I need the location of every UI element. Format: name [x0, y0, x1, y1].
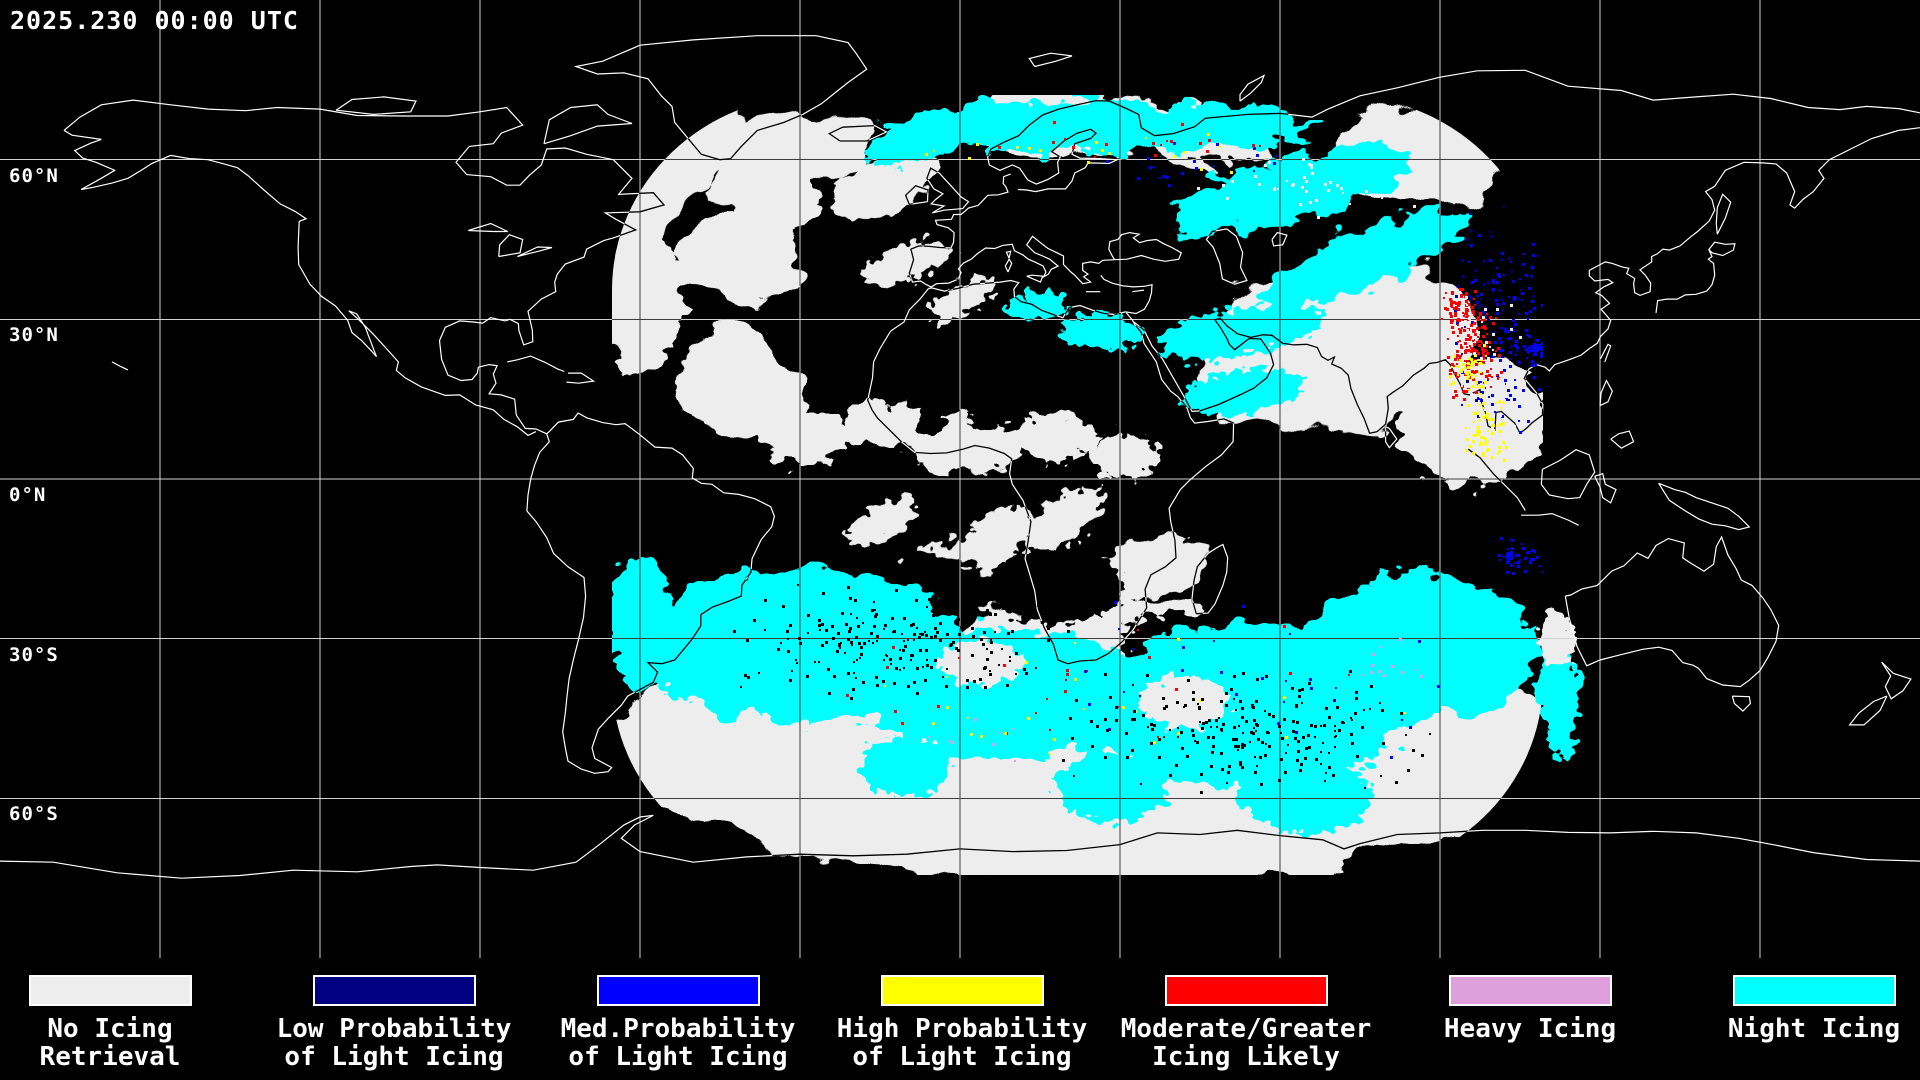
legend-item-high-prob-light-icing: High Probability of Light Icing [822, 958, 1102, 1071]
legend-label: Med.Probability of Light Icing [560, 1014, 796, 1072]
legend-item-med-prob-light-icing: Med.Probability of Light Icing [538, 958, 818, 1071]
map-frame: 2025.230 00:00 UTC 60°N 30°N 0°N 30°S 60°S [0, 0, 1920, 958]
legend-swatch [596, 975, 760, 1006]
legend-swatch [1448, 975, 1612, 1006]
legend-swatch [312, 975, 476, 1006]
legend-item-night-icing: Night Icing [1674, 958, 1920, 1043]
legend-swatch [1164, 975, 1328, 1006]
legend-item-no-icing-retrieval: No Icing Retrieval [0, 958, 250, 1071]
latitude-label: 0°N [9, 484, 47, 506]
legend-swatch [1732, 975, 1896, 1006]
legend-label: Moderate/Greater Icing Likely [1120, 1014, 1372, 1072]
timestamp-label: 2025.230 00:00 UTC [10, 6, 299, 35]
latitude-label: 60°S [9, 803, 59, 826]
legend: No Icing Retrieval Low Probability of Lig… [0, 958, 1920, 1080]
latitude-label: 30°N [9, 324, 59, 347]
satellite-data-edge-bits [1536, 612, 1580, 760]
legend-label: Heavy Icing [1443, 1014, 1617, 1044]
legend-label: Night Icing [1727, 1014, 1901, 1044]
terminator-speckles [733, 121, 1543, 794]
legend-swatch [880, 975, 1044, 1006]
legend-label: Low Probability of Light Icing [276, 1014, 512, 1072]
legend-item-low-prob-light-icing: Low Probability of Light Icing [254, 958, 534, 1071]
legend-label: No Icing Retrieval [39, 1014, 181, 1072]
grid-over-data [0, 0, 1920, 958]
legend-label: High Probability of Light Icing [836, 1014, 1088, 1072]
coastlines-over-data [0, 35, 1920, 879]
map-canvas [0, 0, 1920, 958]
latitude-label: 30°S [9, 643, 59, 666]
legend-item-heavy-icing: Heavy Icing [1390, 958, 1670, 1043]
legend-swatch [28, 975, 192, 1006]
legend-item-moderate-greater-icing: Moderate/Greater Icing Likely [1106, 958, 1386, 1071]
latitude-label: 60°N [9, 164, 59, 187]
